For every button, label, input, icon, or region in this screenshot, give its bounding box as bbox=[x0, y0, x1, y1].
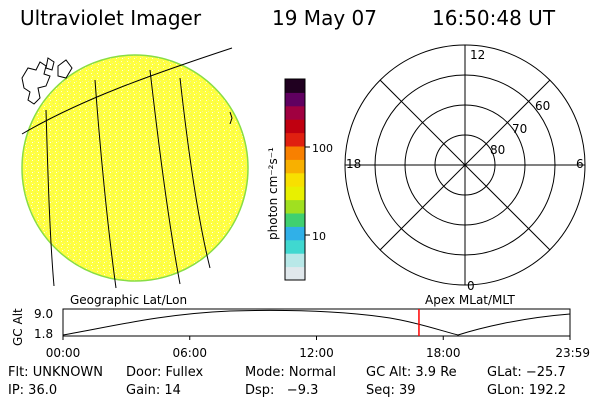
color-scale-segment bbox=[285, 199, 305, 214]
color-scale-unit-label: photon cm⁻²s⁻¹ bbox=[266, 147, 280, 240]
info-row-2: IP: 36.0 Gain: 14 Dsp: −9.3 Seq: 39 GLon… bbox=[8, 383, 566, 398]
altitude-plot-frame bbox=[62, 308, 571, 337]
color-scale-segment bbox=[285, 119, 305, 134]
sequence-info: Seq: 39 bbox=[366, 383, 416, 398]
color-scale-segment bbox=[285, 92, 305, 107]
color-scale-segment bbox=[285, 239, 305, 254]
time-axis-label: 12:00 bbox=[299, 346, 334, 360]
gc-altitude-info: GC Alt: 3.9 Re bbox=[366, 365, 457, 380]
lat-label-80: 80 bbox=[490, 143, 505, 157]
color-scale-segment bbox=[285, 105, 305, 120]
geographic-lon-info: GLon: 192.2 bbox=[487, 383, 566, 398]
mlt-label-top: 12 bbox=[470, 48, 485, 62]
color-scale-segment bbox=[285, 266, 305, 281]
color-scale-segment bbox=[285, 132, 305, 147]
color-scale-segment bbox=[285, 186, 305, 201]
geographic-grid bbox=[21, 47, 233, 289]
time-axis-label: 18:00 bbox=[426, 346, 461, 360]
color-scale-bar bbox=[285, 79, 305, 281]
altitude-tick-high: 9.0 bbox=[34, 307, 53, 321]
color-scale-segment bbox=[285, 159, 305, 174]
time-axis-ticks: 00:00 06:00 12:00 18:00 23:59 bbox=[46, 336, 590, 360]
mlt-label-bottom: 0 bbox=[467, 279, 475, 293]
coastline-outline bbox=[21, 57, 73, 105]
mlt-label-right: 6 bbox=[576, 157, 584, 171]
polar-mlt-plot bbox=[344, 44, 586, 286]
color-scale-tick-low: 10 bbox=[312, 230, 326, 243]
polar-diagonal-2 bbox=[379, 79, 551, 251]
color-scale-segment bbox=[285, 172, 305, 187]
observation-time: 16:50:48 UT bbox=[432, 6, 556, 30]
color-scale-segment bbox=[285, 79, 305, 93]
dsp-info: Dsp: −9.3 bbox=[245, 383, 318, 398]
gain-info: Gain: 14 bbox=[126, 383, 181, 398]
altitude-tick-low: 1.8 bbox=[34, 327, 53, 341]
mlt-label-left: 18 bbox=[346, 157, 361, 171]
lat-label-70: 70 bbox=[512, 122, 527, 136]
door-info: Door: Fullex bbox=[126, 365, 204, 380]
lat-label-60: 60 bbox=[535, 99, 550, 113]
observation-date: 19 May 07 bbox=[272, 6, 377, 30]
color-scale-ticks bbox=[305, 146, 310, 236]
window-title: Ultraviolet Imager bbox=[20, 6, 202, 30]
apex-title: Apex MLat/MLT bbox=[425, 293, 515, 307]
time-axis-label: 23:59 bbox=[555, 346, 590, 360]
time-axis-label: 06:00 bbox=[172, 346, 207, 360]
geographic-title: Geographic Lat/Lon bbox=[70, 293, 187, 307]
limb-mark bbox=[229, 111, 233, 125]
mode-info: Mode: Normal bbox=[245, 365, 336, 380]
color-scale-tick-high: 100 bbox=[312, 142, 333, 155]
info-row-1: Flt: UNKNOWN Door: Fullex Mode: Normal G… bbox=[8, 365, 566, 380]
geographic-lat-info: GLat: −25.7 bbox=[487, 365, 566, 380]
color-scale-segment bbox=[285, 213, 305, 227]
color-scale-segment bbox=[285, 226, 305, 241]
orbit-altitude-curve bbox=[62, 309, 571, 336]
altitude-axis-label: GC Alt bbox=[11, 308, 25, 346]
time-axis-label: 00:00 bbox=[46, 346, 81, 360]
uv-earth-image bbox=[21, 47, 249, 289]
ip-info: IP: 36.0 bbox=[8, 383, 57, 398]
color-scale-frame bbox=[284, 78, 306, 281]
flight-info: Flt: UNKNOWN bbox=[8, 365, 103, 380]
color-scale-segment bbox=[285, 146, 305, 160]
color-scale-segment bbox=[285, 253, 305, 268]
